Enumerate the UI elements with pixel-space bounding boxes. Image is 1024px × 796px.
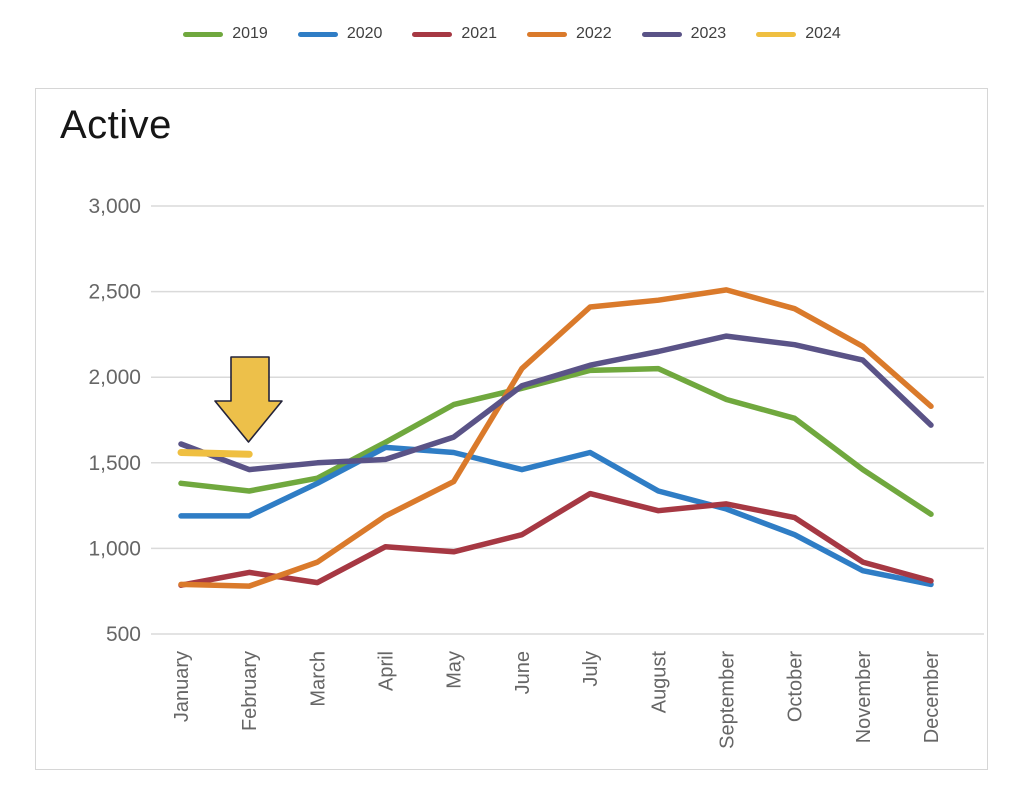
- x-axis-tick-label: July: [580, 651, 602, 687]
- y-axis-tick-label: 500: [106, 623, 141, 646]
- series-line-2024: [177, 449, 253, 458]
- chart-panel: Active 3,000 2,500 2,000 1,500 1,000 500 Janua…: [35, 88, 988, 770]
- legend-item-2021: 2021: [412, 25, 497, 43]
- x-axis-tick-label: February: [239, 651, 261, 731]
- legend-item-2019: 2019: [183, 25, 268, 43]
- chart-legend: 2019 2020 2021 2022 2023 2024: [0, 25, 1024, 43]
- legend-swatch-2024: [756, 31, 797, 37]
- series-line-2022: [178, 287, 934, 589]
- legend-item-2023: 2023: [641, 25, 727, 43]
- legend-label: 2021: [461, 25, 497, 42]
- legend-swatch-2022: [527, 31, 567, 37]
- x-axis-tick-label: October: [785, 651, 807, 722]
- y-axis-tick-label: 3,000: [88, 195, 141, 218]
- x-axis-tick-label: May: [444, 651, 466, 689]
- series-line-2021: [178, 490, 934, 588]
- x-axis-tick-label: August: [648, 651, 670, 714]
- legend-swatch-2020: [297, 31, 338, 37]
- y-axis-tick-label: 1,500: [88, 452, 141, 475]
- x-axis-tick-label: April: [376, 651, 398, 691]
- legend-label: 2022: [576, 25, 612, 42]
- x-axis-tick-label: January: [171, 651, 193, 722]
- legend-swatch-2021: [412, 31, 453, 37]
- legend-swatch-2023: [641, 31, 682, 37]
- x-axis-tick-label: June: [512, 651, 534, 694]
- legend-label: 2024: [805, 25, 841, 42]
- legend-item-2020: 2020: [297, 25, 383, 43]
- series-line-2019: [178, 365, 934, 517]
- legend-label: 2020: [346, 25, 383, 42]
- x-axis-tick-label: September: [716, 651, 738, 749]
- y-axis-tick-label: 1,000: [88, 537, 141, 560]
- legend-label: 2023: [690, 25, 727, 42]
- legend-label: 2019: [232, 25, 268, 42]
- chart-canvas: 3,000 2,500 2,000 1,500 1,000 500 January Febru…: [88, 195, 984, 749]
- legend-item-2022: 2022: [527, 25, 612, 43]
- x-axis-tick-label: December: [921, 651, 943, 744]
- legend-swatch-2019: [183, 31, 224, 37]
- annotation-down-arrow-icon: [214, 356, 283, 443]
- series-line-2020: [178, 444, 934, 588]
- y-axis-tick-label: 2,500: [88, 281, 141, 304]
- y-axis-tick-label: 2,000: [88, 366, 141, 389]
- x-axis-tick-label: November: [853, 651, 875, 744]
- series-line-2023: [178, 333, 934, 473]
- chart-title: Active: [60, 103, 172, 147]
- legend-item-2024: 2024: [756, 25, 841, 43]
- x-axis-tick-label: March: [307, 651, 329, 707]
